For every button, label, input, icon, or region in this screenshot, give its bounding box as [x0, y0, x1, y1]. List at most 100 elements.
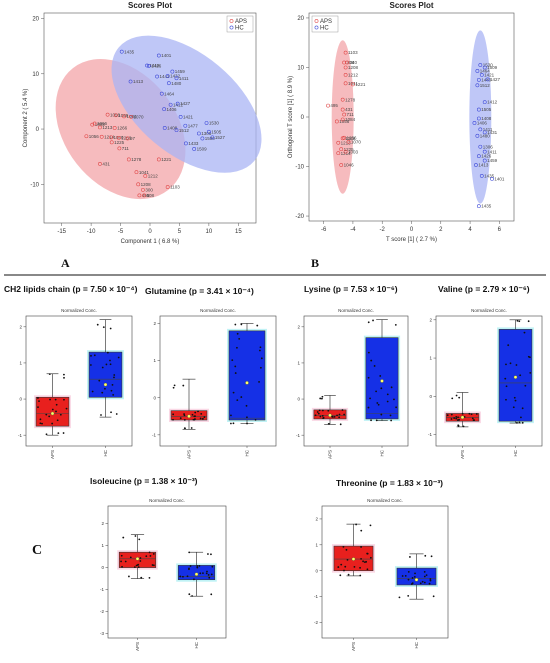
sample-point	[455, 416, 458, 418]
y-tick-label: 10	[297, 65, 304, 71]
box-hc	[88, 351, 123, 398]
data-point-aps	[98, 125, 102, 130]
data-point-aps	[117, 146, 122, 151]
legend-label: APS	[235, 19, 247, 25]
legend-marker-aps	[229, 19, 234, 23]
data-point-aps	[113, 113, 118, 118]
sample-point	[425, 574, 428, 577]
sample-point	[424, 554, 427, 557]
data-point-aps	[343, 81, 348, 86]
point-label: 1041	[348, 81, 359, 86]
sample-point	[367, 351, 370, 354]
data-point-aps	[109, 135, 114, 140]
y-tick-label: 1	[19, 361, 22, 366]
x-tick-label: 0	[410, 227, 414, 233]
legend-box	[226, 15, 254, 33]
point-label: 97	[130, 136, 136, 141]
sample-point	[240, 396, 243, 398]
sample-point	[370, 419, 372, 422]
point-label: 1089	[345, 136, 356, 141]
sample-point	[203, 416, 206, 419]
plot-title: Scores Plot	[389, 1, 433, 10]
sample-point	[341, 409, 344, 411]
sample-point	[191, 413, 194, 416]
sample-point	[134, 535, 137, 537]
sample-point	[347, 573, 350, 576]
sample-point	[430, 555, 433, 558]
y-tick-label: 1	[315, 542, 318, 547]
sample-point	[231, 359, 234, 362]
data-point-hc	[479, 174, 484, 178]
sample-point	[321, 414, 324, 417]
y-tick-label: 10	[32, 72, 39, 78]
data-point-hc	[155, 74, 159, 79]
mean-marker	[194, 572, 199, 576]
point-label: 1070	[134, 114, 145, 119]
data-point-aps	[92, 121, 97, 126]
sample-point	[55, 403, 58, 406]
box-subtitle: Normalized Conc.	[338, 308, 374, 313]
x-tick-label: 5	[178, 229, 182, 235]
point-label: 1464	[164, 91, 175, 96]
category-label: APS	[460, 450, 465, 459]
data-point-hc	[156, 53, 161, 58]
point-label: 1418	[149, 63, 160, 68]
sample-point	[256, 324, 259, 327]
legend-marker-aps	[314, 19, 319, 23]
sample-point	[139, 557, 142, 559]
point-label: 1500	[205, 136, 216, 141]
sample-point	[91, 390, 94, 393]
sample-point	[172, 413, 175, 416]
point-label: 1426	[151, 64, 162, 69]
point-label: 1084	[126, 114, 137, 119]
sample-point	[188, 593, 191, 596]
sample-point	[372, 319, 374, 322]
sample-point	[346, 558, 349, 561]
sample-point	[513, 396, 516, 399]
point-label: 1421	[183, 114, 194, 119]
x-axis-label: T score [1] ( 2.7 %)	[386, 237, 437, 243]
data-point-aps	[156, 157, 161, 162]
data-point-hc	[128, 79, 133, 84]
data-point-hc	[476, 77, 481, 82]
box-plot-isoleucine: Normalized Conc. -3 -2 -1 0 1 2 APS HC	[100, 498, 227, 651]
sample-point	[319, 397, 322, 400]
data-point-aps	[336, 151, 341, 156]
sample-point	[411, 577, 414, 579]
sample-point	[122, 536, 125, 539]
data-point-hc	[200, 136, 205, 141]
data-point-aps	[90, 122, 95, 127]
sample-point	[90, 354, 92, 357]
point-label: 1459	[487, 158, 498, 163]
y-tick-label: 0	[36, 127, 40, 133]
data-point-aps	[345, 60, 349, 65]
data-point-aps	[98, 161, 102, 166]
y-tick-label: 2	[153, 321, 156, 326]
data-point-aps	[339, 147, 344, 152]
sample-point	[509, 362, 512, 365]
sample-point	[182, 384, 185, 387]
y-tick-label: -1	[428, 432, 432, 437]
sample-point	[200, 412, 203, 415]
sample-point	[51, 408, 54, 411]
y-tick-label: 1	[101, 543, 104, 548]
y-tick-label: 2	[429, 317, 432, 322]
sample-point	[96, 323, 99, 326]
data-point-aps	[340, 117, 345, 122]
sample-point	[137, 563, 140, 566]
sample-point	[373, 365, 376, 367]
sample-point	[529, 371, 532, 374]
sample-point	[410, 583, 413, 585]
data-point-hc	[482, 65, 487, 70]
sample-point	[112, 393, 115, 396]
point-label: 1505	[211, 129, 222, 134]
sample-point	[360, 529, 363, 532]
sample-point	[423, 575, 426, 578]
data-point-aps	[109, 140, 114, 145]
point-label: 1435	[481, 204, 492, 209]
sample-point	[173, 384, 176, 387]
mean-marker	[328, 413, 332, 418]
sample-point	[199, 572, 202, 575]
sample-point	[37, 397, 39, 399]
sample-point	[100, 414, 102, 416]
